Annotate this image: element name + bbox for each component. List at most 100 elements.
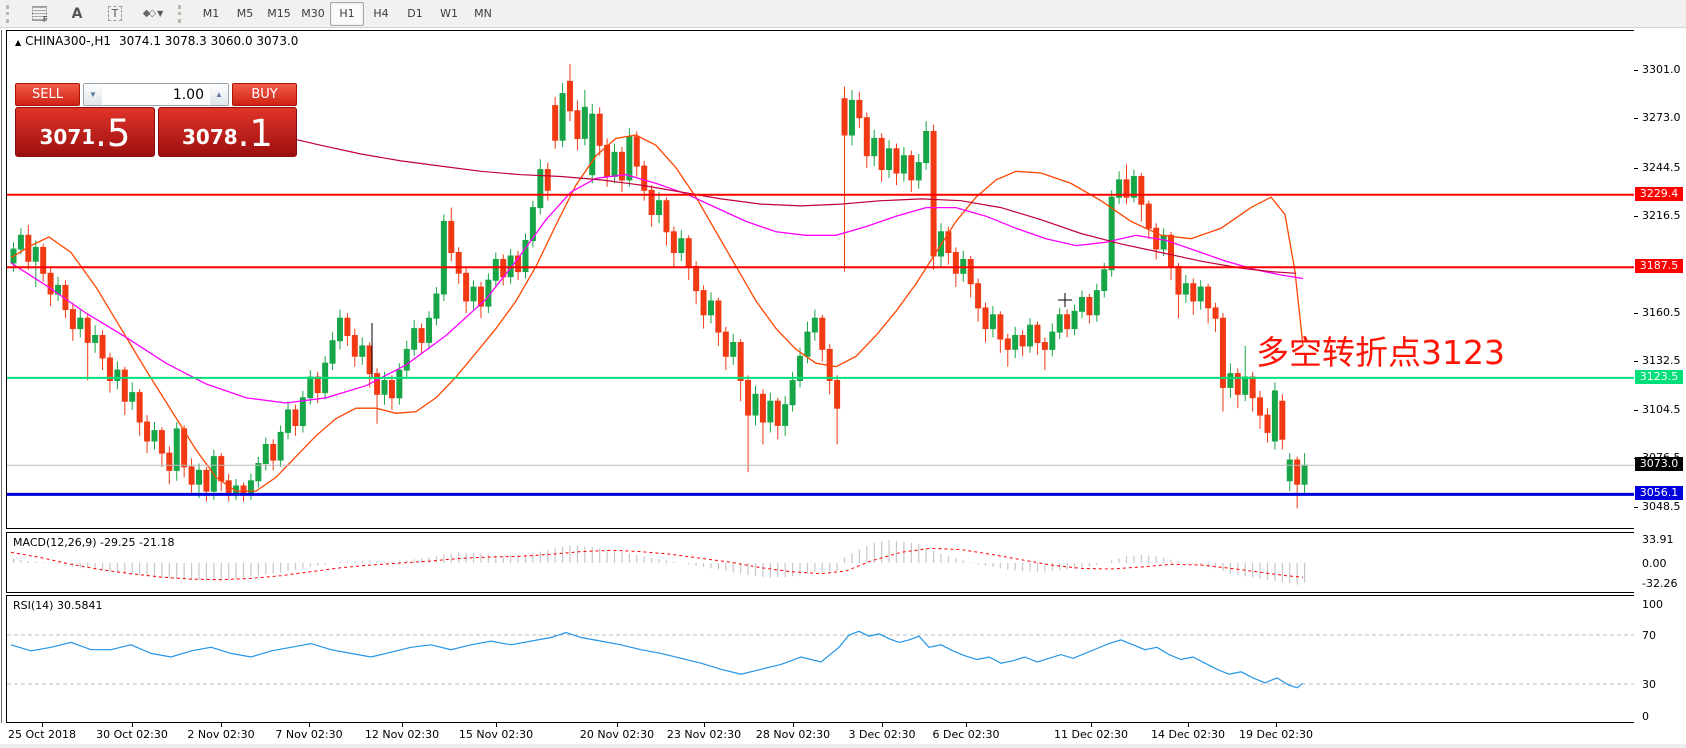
time-tick xyxy=(496,723,497,727)
price-tick-mark xyxy=(1634,70,1638,71)
time-tick xyxy=(42,723,43,727)
timeframe-D1[interactable]: D1 xyxy=(407,7,423,20)
buy-price-quote[interactable]: 3078 .1 xyxy=(158,107,297,157)
buy-button[interactable]: BUY xyxy=(232,83,297,106)
timeframe-W1[interactable]: W1 xyxy=(440,7,458,20)
rsi-surface[interactable] xyxy=(7,596,1635,722)
collapse-triangle-icon[interactable]: ▲ xyxy=(15,38,22,47)
time-label: 11 Dec 02:30 xyxy=(1054,728,1128,741)
time-tick xyxy=(882,723,883,727)
price-tick-3273: 3273.0 xyxy=(1642,111,1681,125)
window-footer-strip xyxy=(0,744,1686,748)
price-tick-3244.5: 3244.5 xyxy=(1642,160,1681,174)
time-label: 28 Nov 02:30 xyxy=(755,728,831,741)
macd-axis--32.26: -32.26 xyxy=(1642,577,1678,590)
shapes-icon[interactable]: ◆◇ ▼ xyxy=(142,8,164,19)
rsi-axis-70: 70 xyxy=(1642,629,1656,642)
time-label: 6 Dec 02:30 xyxy=(932,728,1000,741)
buy-price-main: 3078 xyxy=(182,125,238,149)
volume-stepper: ▼ ▲ xyxy=(83,83,229,106)
timeframe-group: M1 M5 M15 M30 H1 H4 D1 W1 MN xyxy=(194,1,500,26)
rsi-axis-30: 30 xyxy=(1642,678,1656,691)
price-tick-3301: 3301.0 xyxy=(1642,63,1681,76)
price-tick-mark xyxy=(1634,506,1638,508)
price-level-label-3073.0: 3073.0 xyxy=(1635,457,1683,472)
time-label: 30 Oct 02:30 xyxy=(96,728,168,741)
time-tick xyxy=(1276,723,1277,727)
chevron-down-icon[interactable]: ▼ xyxy=(157,9,164,18)
price-tick-mark xyxy=(1634,312,1638,314)
time-label: 20 Nov 02:30 xyxy=(579,728,655,741)
time-label: 7 Nov 02:30 xyxy=(275,728,343,741)
time-tick xyxy=(793,723,794,727)
rsi-label: RSI(14) 30.5841 xyxy=(13,599,103,612)
text-box-icon[interactable]: T xyxy=(98,2,132,26)
price-level-label-3056.1: 3056.1 xyxy=(1635,486,1683,501)
timeframe-M1[interactable]: M1 xyxy=(202,7,220,20)
timeframe-H4[interactable]: H4 xyxy=(373,7,389,20)
macd-indicator-pane[interactable]: MACD(12,26,9) -29.25 -21.18 xyxy=(6,532,1636,593)
volume-decrease-button[interactable]: ▼ xyxy=(84,84,102,105)
price-axis[interactable]: 3301.0 3273.0 3244.5 3216.5 3160.5 3132.5 3104… xyxy=(1634,30,1686,723)
time-label: 25 Oct 2018 xyxy=(7,728,77,741)
macd-axis-0.00: 0.00 xyxy=(1642,557,1667,570)
main-chart-pane[interactable]: ▲ CHINA300-,H1 3074.1 3078.3 3060.0 3073.0… xyxy=(6,30,1636,529)
time-axis[interactable]: 25 Oct 2018 30 Oct 02:30 2 Nov 02:30 7 Nov … xyxy=(6,723,1636,744)
one-click-trading-panel: SELL ▼ ▲ BUY 3071 .5 3078 .1 xyxy=(15,83,297,160)
time-label: 14 Dec 02:30 xyxy=(1151,728,1225,741)
toolbar-gripper[interactable] xyxy=(6,4,14,23)
price-tick-mark xyxy=(1634,216,1638,218)
time-tick xyxy=(617,723,618,727)
price-tick-3216.5: 3216.5 xyxy=(1642,209,1681,223)
timeframe-M5[interactable]: M5 xyxy=(236,7,254,20)
rsi-indicator-pane[interactable]: RSI(14) 30.5841 xyxy=(6,595,1636,723)
time-tick xyxy=(1091,723,1092,727)
toolbar: F A T ◆◇ ▼ M1 M5 M15 M30 H1 H4 D1 W1 MN xyxy=(0,0,1686,28)
macd-axis-33.91: 33.91 xyxy=(1642,533,1674,546)
sell-price-quote[interactable]: 3071 .5 xyxy=(15,107,155,157)
price-tick-mark xyxy=(1634,409,1638,411)
time-tick xyxy=(221,723,222,727)
chart-title: ▲ CHINA300-,H1 3074.1 3078.3 3060.0 3073.0 xyxy=(15,34,298,48)
buy-price-frac: .1 xyxy=(237,112,273,155)
window-left-border xyxy=(1,30,2,723)
timeframe-M30[interactable]: M30 xyxy=(301,7,325,20)
price-tick-mark xyxy=(1634,118,1638,120)
ohlc-values: 3074.1 3078.3 3060.0 3073.0 xyxy=(119,34,299,48)
price-level-label-3123.5: 3123.5 xyxy=(1635,369,1683,384)
macd-surface[interactable] xyxy=(7,533,1635,592)
sell-button[interactable]: SELL xyxy=(15,83,80,106)
time-label: 3 Dec 02:30 xyxy=(848,728,916,741)
volume-increase-button[interactable]: ▲ xyxy=(210,84,228,105)
timeframe-H1[interactable]: H1 xyxy=(330,1,364,26)
timeframe-M15[interactable]: M15 xyxy=(267,7,291,20)
time-label: 15 Nov 02:30 xyxy=(458,728,534,741)
volume-input[interactable] xyxy=(102,84,210,105)
sell-price-frac: .5 xyxy=(95,112,131,155)
rsi-axis-100: 100 xyxy=(1642,598,1663,611)
sell-price-main: 3071 xyxy=(39,125,96,149)
time-tick xyxy=(1188,723,1189,727)
time-tick xyxy=(309,723,310,727)
price-tick-3160.5: 3160.5 xyxy=(1642,305,1681,319)
price-level-label-3229.4: 3229.4 xyxy=(1635,186,1683,201)
rsi-axis-0: 0 xyxy=(1642,710,1649,723)
main-chart-surface[interactable] xyxy=(7,31,1635,528)
price-tick-3132.5: 3132.5 xyxy=(1642,354,1681,368)
timeframe-MN[interactable]: MN xyxy=(474,7,492,20)
time-tick xyxy=(132,723,133,727)
price-tick-mark xyxy=(1634,361,1638,363)
time-label: 23 Nov 02:30 xyxy=(666,728,742,741)
time-label: 19 Dec 02:30 xyxy=(1239,728,1313,741)
time-tick xyxy=(966,723,967,727)
macd-label: MACD(12,26,9) -29.25 -21.18 xyxy=(13,536,175,549)
symbol-period: CHINA300-,H1 xyxy=(25,34,111,48)
time-tick xyxy=(402,723,403,727)
toolbar-gripper-2[interactable] xyxy=(178,4,186,23)
grid-f-icon[interactable]: F xyxy=(22,2,56,26)
price-level-label-3187.5: 3187.5 xyxy=(1635,259,1683,274)
time-label: 2 Nov 02:30 xyxy=(187,728,255,741)
label-a-icon[interactable]: A xyxy=(71,5,83,22)
time-tick xyxy=(704,723,705,727)
